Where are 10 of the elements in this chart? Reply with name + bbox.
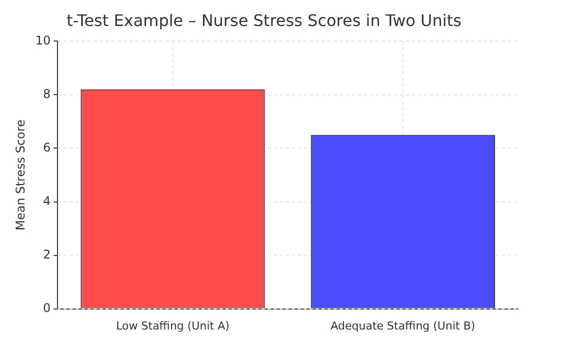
y-tick-label: 4: [43, 194, 51, 208]
y-tick-label: 2: [43, 247, 51, 262]
y-axis-title: Mean Stress Score: [13, 120, 28, 230]
y-tick-label: 8: [43, 86, 51, 101]
y-tick-label: 6: [43, 140, 51, 154]
y-tick-label: 0: [43, 300, 51, 315]
x-tick-label: Adequate Staffing (Unit B): [330, 319, 476, 332]
y-tick-label: 10: [35, 33, 51, 48]
x-tick-label: Low Staffing (Unit A): [116, 319, 230, 332]
chart-title: t-Test Example – Nurse Stress Scores in Two Units: [66, 10, 462, 30]
